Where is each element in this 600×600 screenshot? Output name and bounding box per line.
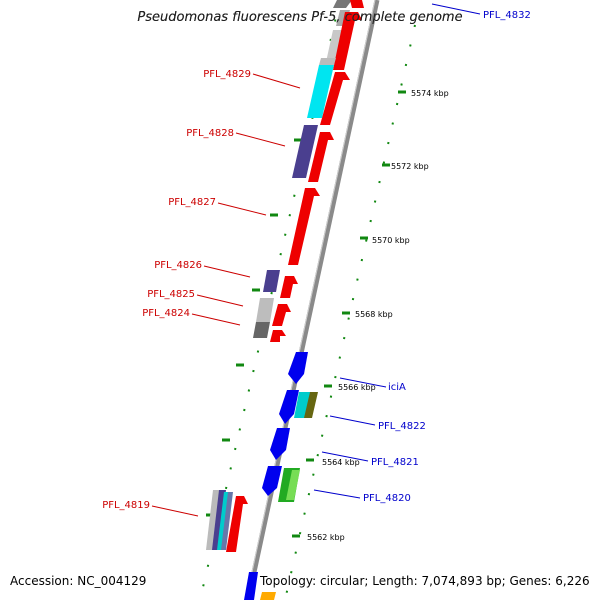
gene-label[interactable]: PFL_4829: [203, 69, 251, 80]
gene-label[interactable]: PFL_4826: [154, 260, 202, 271]
map-title-overlay: Pseudomonas fluorescens Pf-5, complete g…: [137, 10, 463, 25]
gene-block[interactable]: [319, 58, 336, 65]
gene-label[interactable]: PFL_4825: [147, 289, 195, 300]
leader-line: [321, 451, 369, 462]
gene-arrow[interactable]: [262, 466, 282, 496]
leader-line: [235, 132, 286, 147]
leader-line: [151, 505, 199, 517]
gene-block[interactable]: [221, 492, 233, 550]
leader-line: [329, 415, 376, 426]
gene-block[interactable]: [260, 592, 276, 600]
gene-label[interactable]: PFL_4821: [371, 457, 419, 468]
gene-arrow[interactable]: [226, 496, 248, 552]
gene-block[interactable]: [253, 322, 270, 338]
gene-block[interactable]: [304, 392, 318, 418]
accession-text: Accession: NC_004129: [10, 574, 147, 588]
tick-label: 5570 kbp: [372, 236, 410, 245]
forward-leaders: [151, 73, 301, 517]
leader-line: [313, 489, 361, 499]
leader-line: [203, 265, 251, 278]
map-title: Pseudomonas fluorescens Pf-5, complete g…: [137, 10, 463, 25]
gene-arrow[interactable]: [350, 0, 364, 8]
gene-arrow[interactable]: [333, 12, 362, 70]
gene-arrow[interactable]: [279, 390, 299, 424]
gene-arrow[interactable]: [270, 330, 286, 342]
tick-label: 5574 kbp: [411, 89, 449, 98]
gene-block[interactable]: [292, 125, 318, 178]
tick-label: 5566 kbp: [338, 383, 376, 392]
gene-arrow[interactable]: [288, 352, 308, 384]
gene-label[interactable]: PFL_4824: [142, 308, 190, 319]
backbone-highlight: [245, 0, 376, 600]
tick-label: 5564 kbp: [322, 458, 360, 467]
gene-block[interactable]: [307, 65, 334, 118]
gene-arrow[interactable]: [288, 188, 320, 265]
gene-arrow[interactable]: [308, 132, 334, 182]
tick-label: 5562 kbp: [307, 533, 345, 542]
gene-label[interactable]: PFL_4819: [102, 500, 150, 511]
gene-arrow[interactable]: [272, 304, 291, 326]
leader-line: [252, 73, 301, 89]
gene-block[interactable]: [256, 298, 274, 322]
gene-block[interactable]: [286, 470, 300, 500]
genome-summary-text: Topology: circular; Length: 7,074,893 bp…: [260, 574, 590, 588]
gene-arrow[interactable]: [270, 428, 290, 460]
gene-label[interactable]: PFL_4822: [378, 421, 426, 432]
gene-arrow[interactable]: [244, 572, 258, 600]
tick-label: 5572 kbp: [391, 162, 429, 171]
backbone-line: [245, 0, 380, 600]
gene-block[interactable]: [333, 0, 352, 8]
gene-arrow[interactable]: [320, 72, 350, 125]
leader-line: [339, 377, 387, 388]
gene-block[interactable]: [263, 270, 280, 292]
gene-label[interactable]: PFL_4827: [168, 197, 216, 208]
gene-arrow[interactable]: [280, 276, 298, 298]
reverse-leaders: [313, 3, 481, 499]
leader-line: [431, 3, 481, 15]
gene-block[interactable]: [217, 492, 229, 550]
leader-line: [196, 294, 244, 307]
gene-label[interactable]: PFL_4828: [186, 128, 234, 139]
gene-label[interactable]: PFL_4820: [363, 493, 411, 504]
gene-label[interactable]: PFL_4832: [483, 10, 531, 21]
gene-label[interactable]: iciA: [388, 382, 406, 393]
tick-label: 5568 kbp: [355, 310, 393, 319]
leader-line: [191, 313, 241, 326]
leader-line: [217, 202, 267, 216]
